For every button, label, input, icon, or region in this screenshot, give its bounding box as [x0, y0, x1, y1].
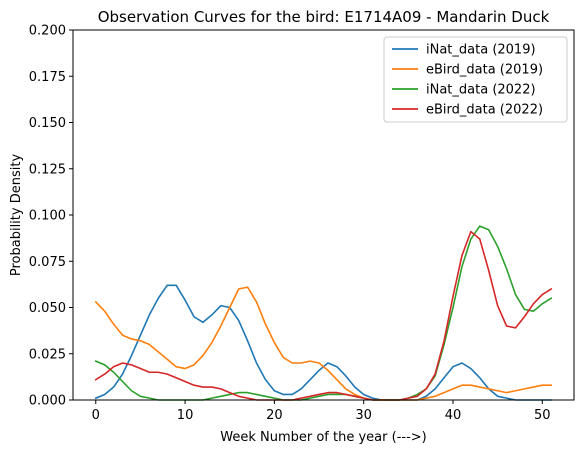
legend-label: iNat_data (2022) [426, 83, 536, 98]
legend-label: eBird_data (2019) [426, 63, 543, 78]
y-tick-label: 0.150 [29, 116, 66, 131]
y-tick-label: 0.175 [29, 70, 66, 85]
y-tick-label: 0.025 [29, 347, 66, 362]
legend: iNat_data (2019) eBird_data (2019) iNat_da… [383, 36, 568, 123]
legend-label: iNat_data (2019) [426, 43, 536, 58]
series-line [94, 230, 553, 401]
x-axis-title: Week Number of the year (--->) [220, 430, 426, 445]
y-axis-title: Probability Density [9, 154, 24, 277]
y-tick-label: 0.000 [29, 394, 66, 409]
x-tick-label: 0 [92, 408, 100, 423]
y-axis: 0.000 0.025 0.050 0.075 0.100 0.125 0.150 0.175… [29, 24, 73, 409]
chart-title: Observation Curves for the bird: E1714A0… [98, 8, 550, 26]
legend-label: eBird_data (2022) [426, 103, 543, 118]
y-tick-label: 0.125 [29, 162, 66, 177]
x-tick-label: 50 [534, 408, 551, 423]
y-tick-label: 0.200 [29, 24, 66, 39]
x-tick-label: 40 [445, 408, 462, 423]
x-tick-label: 10 [177, 408, 194, 423]
series-line [94, 286, 553, 401]
y-tick-label: 0.050 [29, 301, 66, 316]
y-tick-label: 0.075 [29, 255, 66, 270]
x-tick-label: 30 [355, 408, 372, 423]
x-axis: 0 10 20 30 40 50 [92, 400, 551, 423]
y-tick-label: 0.100 [29, 209, 66, 224]
x-tick-label: 20 [266, 408, 283, 423]
legend-box [383, 36, 568, 123]
